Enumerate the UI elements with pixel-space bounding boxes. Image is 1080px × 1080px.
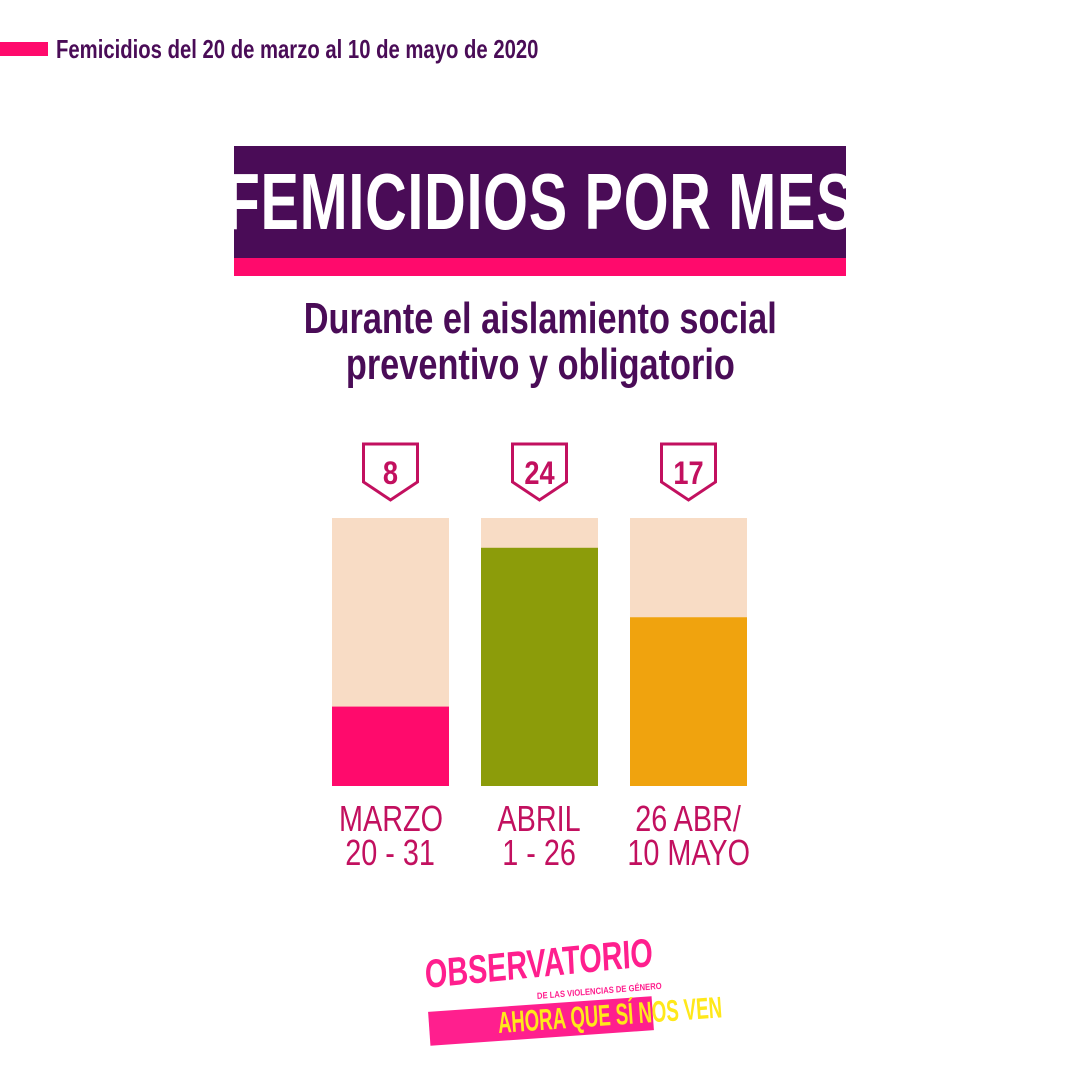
- subtitle: Durante el aislamiento social preventivo…: [190, 296, 890, 388]
- header-accent-bar: [0, 42, 48, 56]
- tick-label-line-2: 20 - 31: [345, 832, 436, 873]
- observatorio-logo: OBSERVATORIO DE LAS VIOLENCIAS DE GÉNERO…: [424, 931, 723, 1048]
- tick-label-line-2: 1 - 26: [502, 832, 577, 873]
- data-label: 24: [524, 456, 555, 492]
- data-label: 17: [673, 456, 703, 492]
- subtitle-line-1: Durante el aislamiento social: [303, 294, 777, 343]
- header-caption: Femicidios del 20 de marzo al 10 de mayo…: [56, 31, 576, 67]
- tick-label-line-1: 26 ABR/: [635, 798, 742, 839]
- tick-label: 26 ABR/10 MAYO: [609, 798, 769, 873]
- value-badge: [660, 442, 717, 502]
- bar: [630, 617, 747, 786]
- tick-label-line-1: MARZO: [338, 798, 443, 839]
- title-underline: [234, 258, 846, 276]
- header-caption-text: Femicidios del 20 de marzo al 10 de mayo…: [56, 34, 539, 64]
- subtitle-line-2: preventivo y obligatorio: [345, 340, 735, 389]
- bar: [481, 547, 598, 786]
- page-title: FEMICIDIOS POR MES: [224, 157, 856, 246]
- value-badge: [511, 442, 568, 502]
- tick-label-line-2: 10 MAYO: [627, 832, 750, 873]
- data-label: 8: [383, 456, 398, 492]
- value-badge: [362, 442, 419, 502]
- tick-label-line-1: ABRIL: [497, 798, 582, 839]
- tick-label: ABRIL 1 - 26: [460, 798, 620, 873]
- page-title-banner: FEMICIDIOS POR MES: [225, 146, 855, 258]
- bar: [332, 706, 449, 786]
- tick-label: MARZO 20 - 31: [311, 798, 471, 873]
